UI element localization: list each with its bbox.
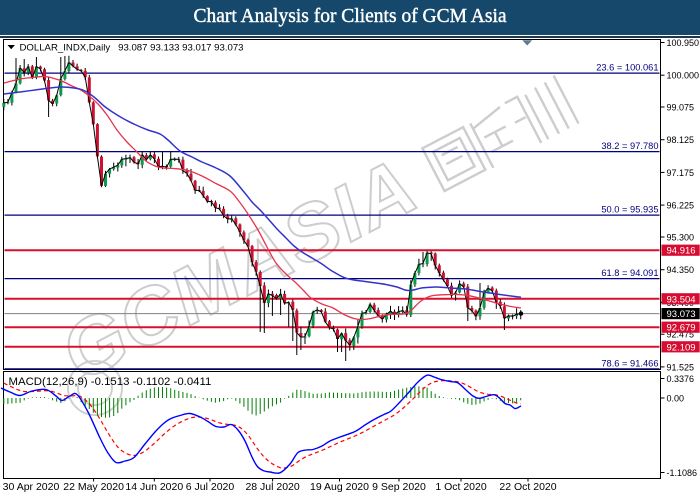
svg-text:61.8 = 94.091: 61.8 = 94.091 <box>601 268 658 278</box>
svg-text:19 Aug 2020: 19 Aug 2020 <box>310 481 369 493</box>
svg-text:94.916: 94.916 <box>667 246 696 257</box>
svg-text:MACD(12,26,9) -0.1513 -0.1102: MACD(12,26,9) -0.1513 -0.1102 -0.0411 <box>9 376 212 388</box>
svg-text:30 Apr 2020: 30 Apr 2020 <box>3 481 60 493</box>
svg-text:98.125: 98.125 <box>667 135 695 145</box>
svg-text:14 Jun 2020: 14 Jun 2020 <box>125 481 183 493</box>
svg-text:95.300: 95.300 <box>667 233 695 243</box>
svg-text:92.109: 92.109 <box>667 342 696 353</box>
svg-text:1 Oct 2020: 1 Oct 2020 <box>435 481 487 493</box>
svg-text:-1.1086: -1.1086 <box>667 468 698 478</box>
svg-text:6 Jul 2020: 6 Jul 2020 <box>186 481 235 493</box>
svg-text:9 Sep 2020: 9 Sep 2020 <box>372 481 426 493</box>
svg-text:92.679: 92.679 <box>667 323 696 334</box>
svg-text:97.175: 97.175 <box>667 168 695 178</box>
svg-text:91.525: 91.525 <box>667 362 695 372</box>
svg-text:93.073: 93.073 <box>667 309 696 320</box>
svg-text:100.950: 100.950 <box>667 38 700 48</box>
svg-text:50.0 = 95.935: 50.0 = 95.935 <box>601 205 658 215</box>
svg-text:0.00: 0.00 <box>667 394 685 404</box>
svg-text:38.2 = 97.780: 38.2 = 97.780 <box>601 141 658 151</box>
svg-text:92.475: 92.475 <box>667 330 695 340</box>
svg-text:22 May 2020: 22 May 2020 <box>63 481 124 493</box>
svg-text:100.000: 100.000 <box>667 71 700 81</box>
svg-text:DOLLAR_INDX,Daily 93.087 93.: DOLLAR_INDX,Daily 93.087 93.133 93.017 9… <box>20 42 244 53</box>
svg-text:78.6 = 91.466: 78.6 = 91.466 <box>601 358 658 368</box>
svg-text:23.6 = 100.061: 23.6 = 100.061 <box>596 63 658 73</box>
svg-text:28 Jul 2020: 28 Jul 2020 <box>245 481 299 493</box>
svg-text:0.3376: 0.3376 <box>667 374 695 384</box>
svg-text:22 Oct 2020: 22 Oct 2020 <box>499 481 556 493</box>
svg-text:94.350: 94.350 <box>667 265 695 275</box>
svg-text:93.504: 93.504 <box>667 294 696 305</box>
svg-text:99.075: 99.075 <box>667 103 695 113</box>
svg-text:96.225: 96.225 <box>667 201 695 211</box>
